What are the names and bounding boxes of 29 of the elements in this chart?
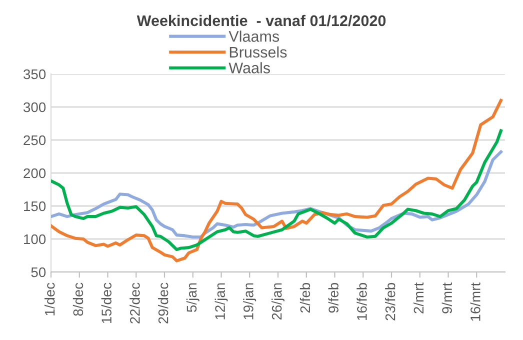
x-tick-label: 23/feb	[385, 282, 396, 320]
legend-label: Brussels	[230, 46, 287, 58]
x-tick-label: 9/mrt	[442, 282, 452, 314]
x-tick-label: 1/dec	[44, 282, 55, 316]
x-tick-label: 29/dec	[158, 282, 168, 324]
y-tick-label: 250	[24, 135, 46, 146]
x-tick-label: 9/feb	[328, 282, 338, 313]
x-tick-label: 12/jan	[214, 283, 228, 320]
y-tick-label: 150	[24, 201, 46, 212]
x-tick-label: 5/jan	[186, 283, 200, 312]
x-tick-label: 16/mrt	[470, 282, 480, 321]
chart-title: Weekincidentie - vanaf 01/12/2020	[136, 14, 386, 26]
y-tick-label: 350	[24, 69, 46, 80]
y-tick-label: 50	[31, 267, 46, 278]
x-tick-label: 16/feb	[356, 282, 367, 320]
legend-label: Vlaams	[228, 30, 280, 42]
x-tick-label: 26/jan	[272, 283, 284, 320]
x-tick-label: 2/feb	[300, 282, 310, 313]
x-tick-label: 22/dec	[130, 282, 140, 324]
x-tick-label: 8/dec	[72, 282, 84, 316]
line-series	[51, 98, 502, 262]
line-series	[51, 129, 502, 252]
y-tick-label: 300	[24, 102, 46, 112]
x-tick-label: 15/dec	[101, 282, 112, 324]
y-tick-label: 200	[24, 168, 46, 178]
x-tick-label: 19/jan	[243, 283, 256, 320]
y-tick-label: 100	[24, 234, 46, 244]
x-tick-label: 2/mrt	[413, 282, 424, 314]
legend-label: Waals	[228, 62, 270, 74]
